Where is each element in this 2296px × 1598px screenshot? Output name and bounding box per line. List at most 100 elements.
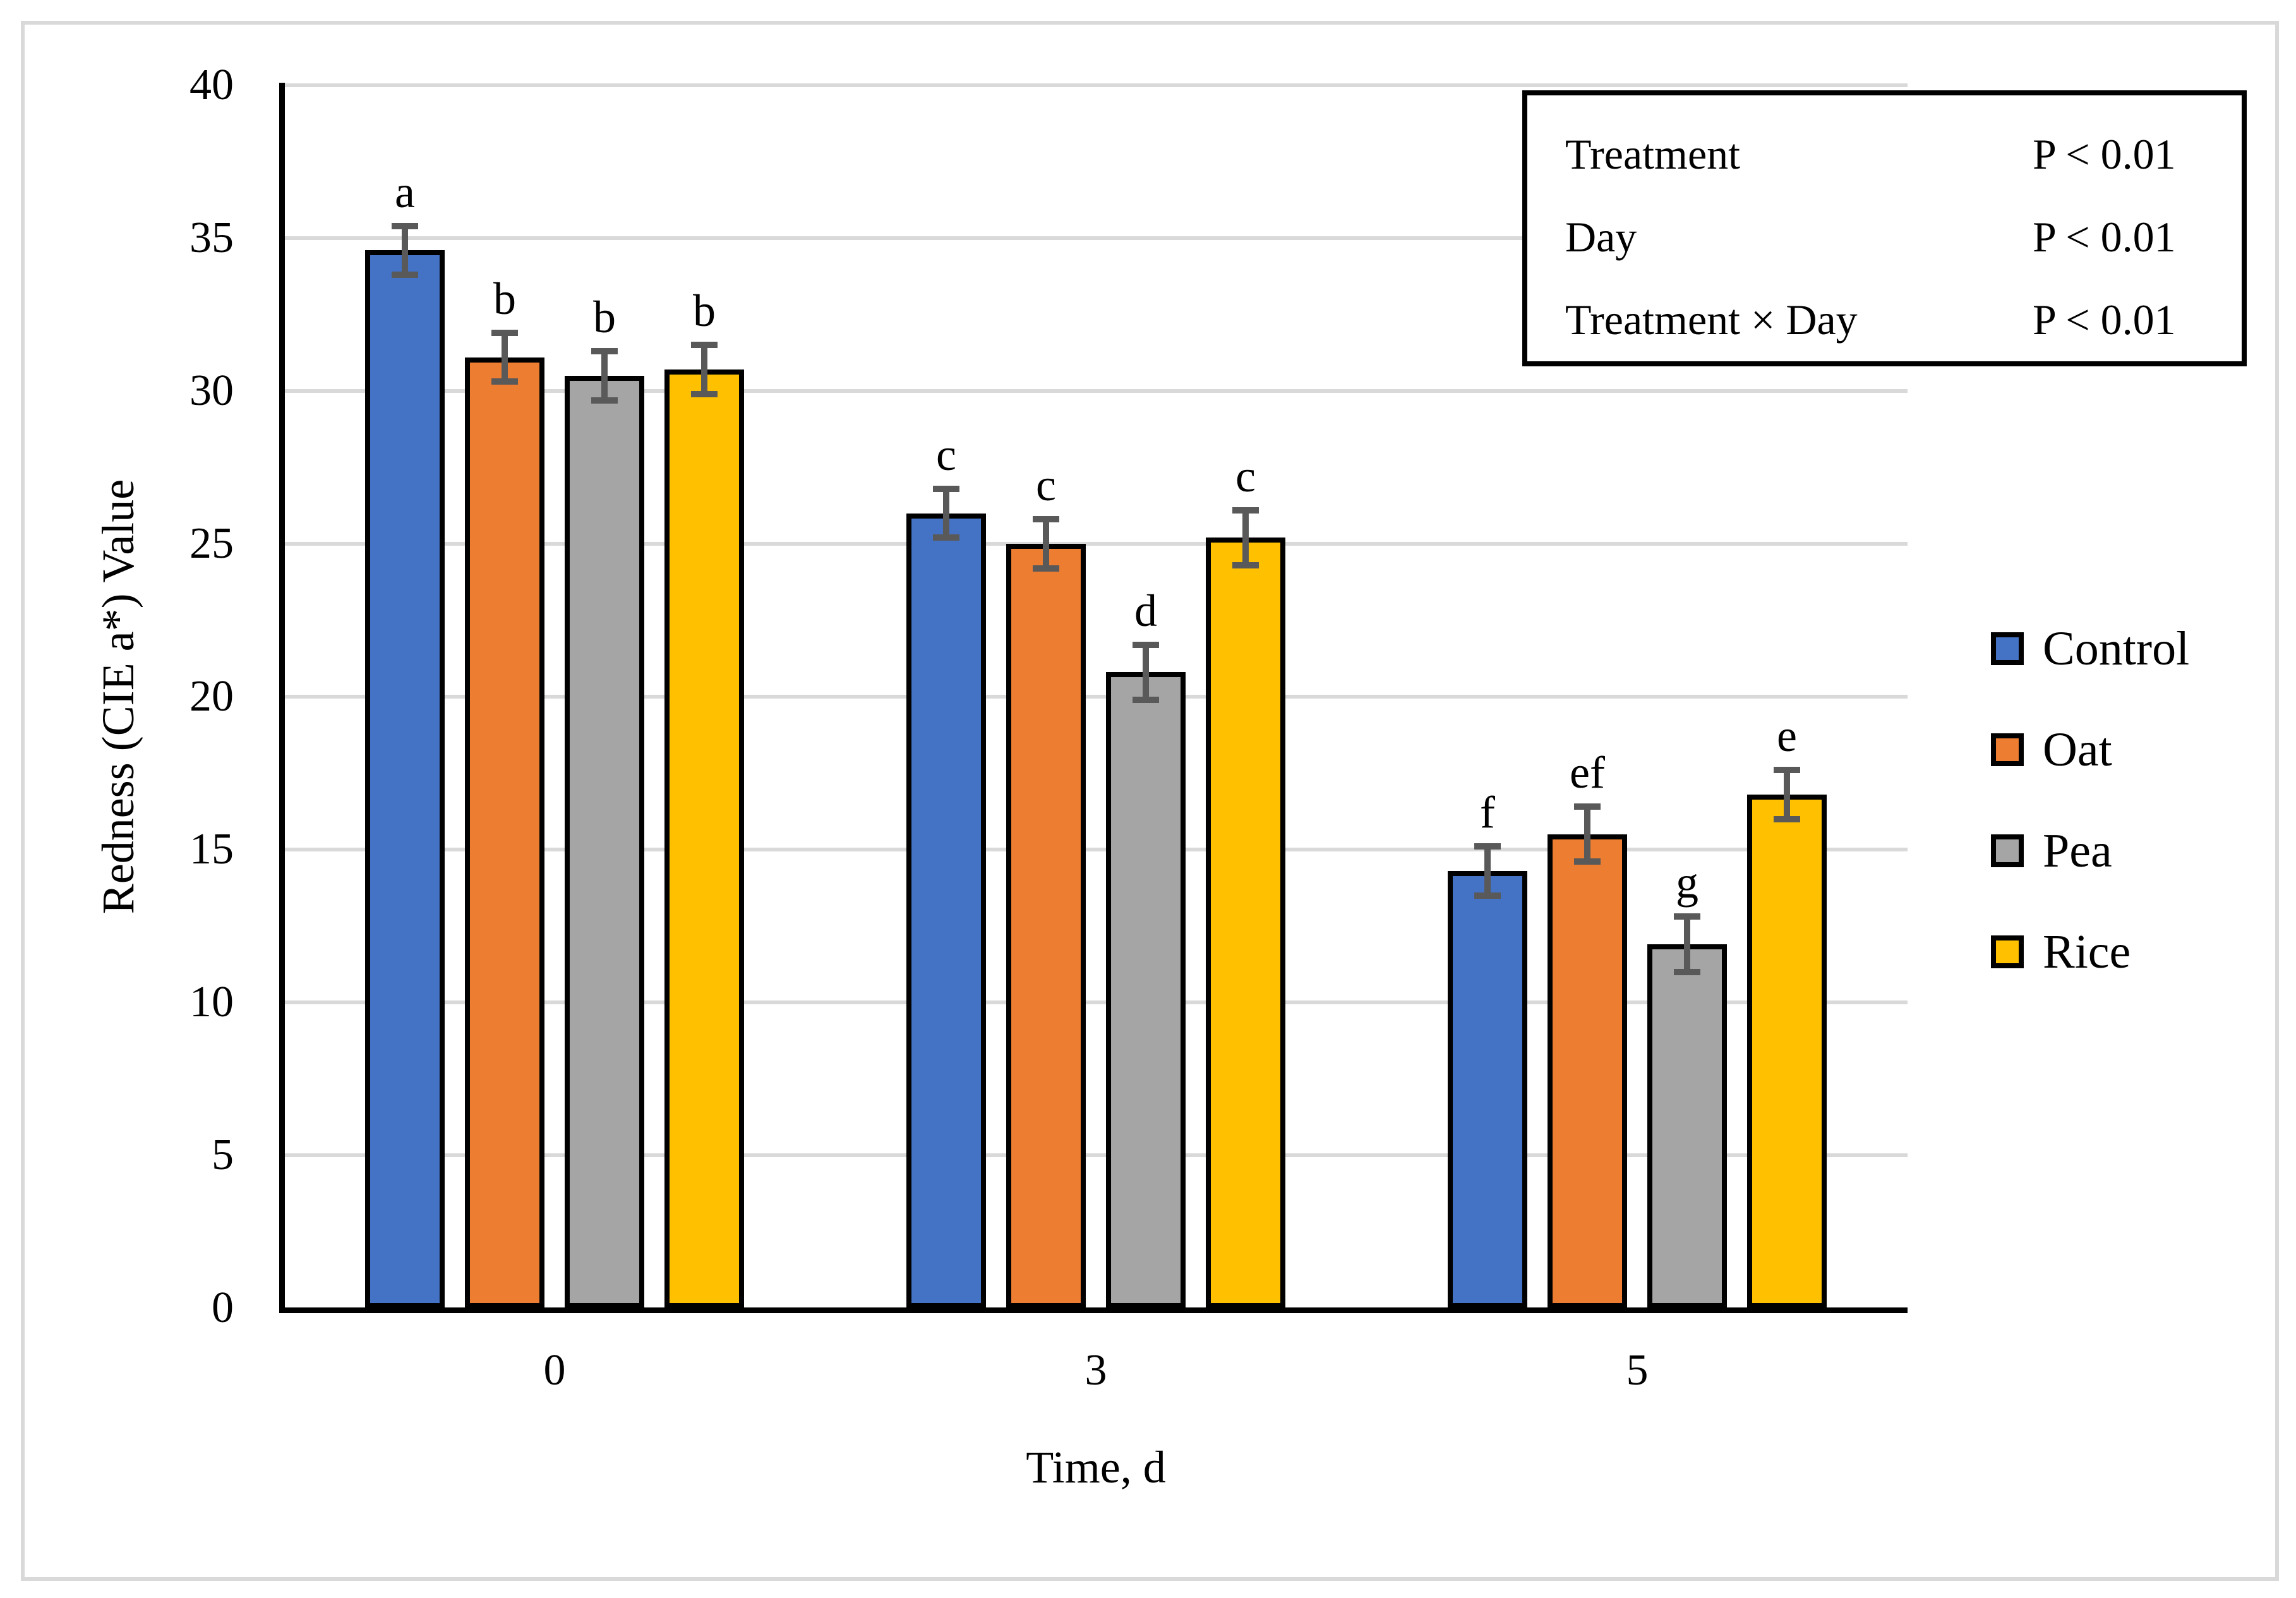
- error-bar-oat-day0: [502, 333, 508, 381]
- y-tick-label: 35: [189, 213, 234, 262]
- error-bar-rice-day5: [1784, 770, 1790, 819]
- sig-letter: b: [493, 273, 516, 324]
- sig-letter: c: [1235, 451, 1256, 502]
- gridline: [284, 1000, 1908, 1004]
- bar-rice-day0: [664, 369, 744, 1308]
- error-bar-cap-top: [1574, 803, 1601, 810]
- bar-control-day3: [906, 514, 986, 1308]
- error-bar-rice-day0: [701, 345, 707, 394]
- error-bar-cap-top: [392, 223, 418, 229]
- legend-label: Rice: [2043, 925, 2131, 978]
- x-axis-line: [279, 1307, 1908, 1313]
- error-bar-control-day5: [1484, 846, 1491, 896]
- stats-row: Treatment P < 0.01: [1565, 113, 2216, 196]
- stats-row-value: P < 0.01: [2033, 213, 2176, 261]
- x-tick-label: 0: [543, 1346, 566, 1395]
- stats-row-label: Day: [1565, 213, 1637, 261]
- error-bar-cap-top: [1133, 642, 1159, 648]
- error-bar-cap-top: [491, 330, 518, 336]
- error-bar-cap-bottom: [1674, 969, 1700, 975]
- gridline: [284, 1153, 1908, 1157]
- gridline: [284, 695, 1908, 699]
- gridline: [284, 83, 1908, 87]
- error-bar-cap-top: [1774, 767, 1800, 773]
- error-bar-cap-bottom: [1474, 892, 1501, 899]
- error-bar-cap-top: [1474, 843, 1501, 850]
- error-bar-cap-top: [1232, 507, 1259, 514]
- y-tick-label: 25: [189, 519, 234, 568]
- error-bar-cap-bottom: [933, 534, 959, 541]
- error-bar-cap-bottom: [591, 397, 618, 404]
- sig-letter: f: [1480, 787, 1495, 838]
- legend-swatch-rice: [1991, 935, 2024, 968]
- error-bar-cap-top: [691, 342, 718, 348]
- legend-item-rice: Rice: [1991, 925, 2131, 978]
- bar-rice-day3: [1206, 538, 1285, 1308]
- error-bar-cap-top: [591, 348, 618, 354]
- error-bar-rice-day3: [1242, 510, 1249, 565]
- y-tick-label: 0: [212, 1283, 234, 1332]
- error-bar-cap-bottom: [1033, 565, 1059, 572]
- y-tick-label: 5: [212, 1131, 234, 1179]
- gridline: [284, 236, 1908, 240]
- bar-rice-day5: [1747, 795, 1827, 1308]
- stats-row-label: Treatment: [1565, 130, 1741, 178]
- error-bar-cap-top: [1674, 913, 1700, 920]
- error-bar-cap-bottom: [491, 378, 518, 385]
- y-tick-label: 30: [189, 366, 234, 415]
- sig-letter: e: [1777, 711, 1797, 761]
- gridline: [284, 542, 1908, 546]
- bar-oat-day0: [465, 357, 544, 1308]
- figure-border: [21, 21, 2279, 1581]
- sig-letter: b: [693, 285, 716, 336]
- error-bar-oat-day3: [1043, 519, 1049, 568]
- legend-swatch-oat: [1991, 733, 2024, 766]
- stats-row: Treatment × Day P < 0.01: [1565, 279, 2216, 361]
- legend: Control Oat Pea Rice: [1991, 0, 2288, 1598]
- legend-swatch-control: [1991, 632, 2024, 665]
- sig-letter: b: [593, 292, 616, 342]
- legend-item-pea: Pea: [1991, 824, 2112, 877]
- bar-pea-day0: [565, 376, 644, 1308]
- bar-pea-day5: [1647, 944, 1727, 1308]
- error-bar-pea-day5: [1684, 916, 1690, 972]
- legend-label: Oat: [2043, 723, 2112, 776]
- legend-label: Pea: [2043, 824, 2112, 877]
- stats-row-value: P < 0.01: [2033, 296, 2176, 344]
- error-bar-pea-day3: [1143, 645, 1149, 700]
- sig-letter: a: [395, 167, 415, 217]
- sig-letter: ef: [1570, 747, 1605, 798]
- x-tick-label: 3: [1085, 1346, 1107, 1395]
- stats-box: Treatment P < 0.01 Day P < 0.01 Treatmen…: [1522, 90, 2247, 366]
- stats-row: Day P < 0.01: [1565, 196, 2216, 279]
- bar-oat-day3: [1006, 544, 1086, 1308]
- error-bar-cap-bottom: [1232, 562, 1259, 568]
- sig-letter: c: [936, 430, 956, 480]
- y-tick-label: 10: [189, 978, 234, 1026]
- error-bar-control-day0: [402, 226, 408, 275]
- bar-oat-day5: [1548, 834, 1627, 1308]
- y-tick-label: 20: [189, 672, 234, 721]
- x-axis-title: Time, d: [1026, 1442, 1166, 1493]
- bar-control-day5: [1448, 871, 1527, 1308]
- error-bar-oat-day5: [1584, 807, 1590, 862]
- x-tick-label: 5: [1626, 1346, 1649, 1395]
- legend-label: Control: [2043, 622, 2190, 675]
- error-bar-cap-bottom: [1774, 816, 1800, 822]
- error-bar-cap-bottom: [691, 391, 718, 397]
- error-bar-cap-bottom: [1574, 858, 1601, 865]
- bar-control-day0: [365, 250, 445, 1308]
- sig-letter: c: [1036, 460, 1056, 510]
- stats-row-label: Treatment × Day: [1565, 296, 1858, 344]
- error-bar-cap-top: [1033, 516, 1059, 522]
- sig-letter: d: [1134, 586, 1157, 636]
- gridline: [284, 848, 1908, 851]
- error-bar-pea-day0: [601, 351, 608, 400]
- legend-swatch-pea: [1991, 834, 2024, 867]
- y-tick-label: 40: [189, 61, 234, 109]
- legend-item-oat: Oat: [1991, 723, 2112, 776]
- error-bar-cap-top: [933, 486, 959, 492]
- stats-row-value: P < 0.01: [2033, 130, 2176, 178]
- gridline: [284, 389, 1908, 393]
